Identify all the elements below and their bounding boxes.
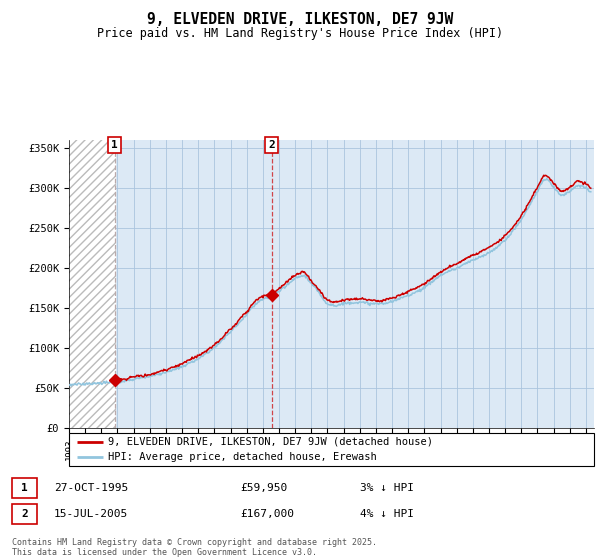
Text: Contains HM Land Registry data © Crown copyright and database right 2025.
This d: Contains HM Land Registry data © Crown c… (12, 538, 377, 557)
Text: 1: 1 (111, 140, 118, 150)
Text: 2: 2 (21, 509, 28, 519)
Text: HPI: Average price, detached house, Erewash: HPI: Average price, detached house, Erew… (109, 452, 377, 463)
Text: 15-JUL-2005: 15-JUL-2005 (54, 509, 128, 519)
Text: £59,950: £59,950 (240, 483, 287, 493)
Text: 27-OCT-1995: 27-OCT-1995 (54, 483, 128, 493)
Text: Price paid vs. HM Land Registry's House Price Index (HPI): Price paid vs. HM Land Registry's House … (97, 27, 503, 40)
Text: 1: 1 (21, 483, 28, 493)
Text: £167,000: £167,000 (240, 509, 294, 519)
Text: 4% ↓ HPI: 4% ↓ HPI (360, 509, 414, 519)
Text: 9, ELVEDEN DRIVE, ILKESTON, DE7 9JW (detached house): 9, ELVEDEN DRIVE, ILKESTON, DE7 9JW (det… (109, 437, 433, 447)
Text: 2: 2 (268, 140, 275, 150)
Bar (69, 140, 116, 428)
Text: 9, ELVEDEN DRIVE, ILKESTON, DE7 9JW: 9, ELVEDEN DRIVE, ILKESTON, DE7 9JW (147, 12, 453, 27)
Text: 3% ↓ HPI: 3% ↓ HPI (360, 483, 414, 493)
